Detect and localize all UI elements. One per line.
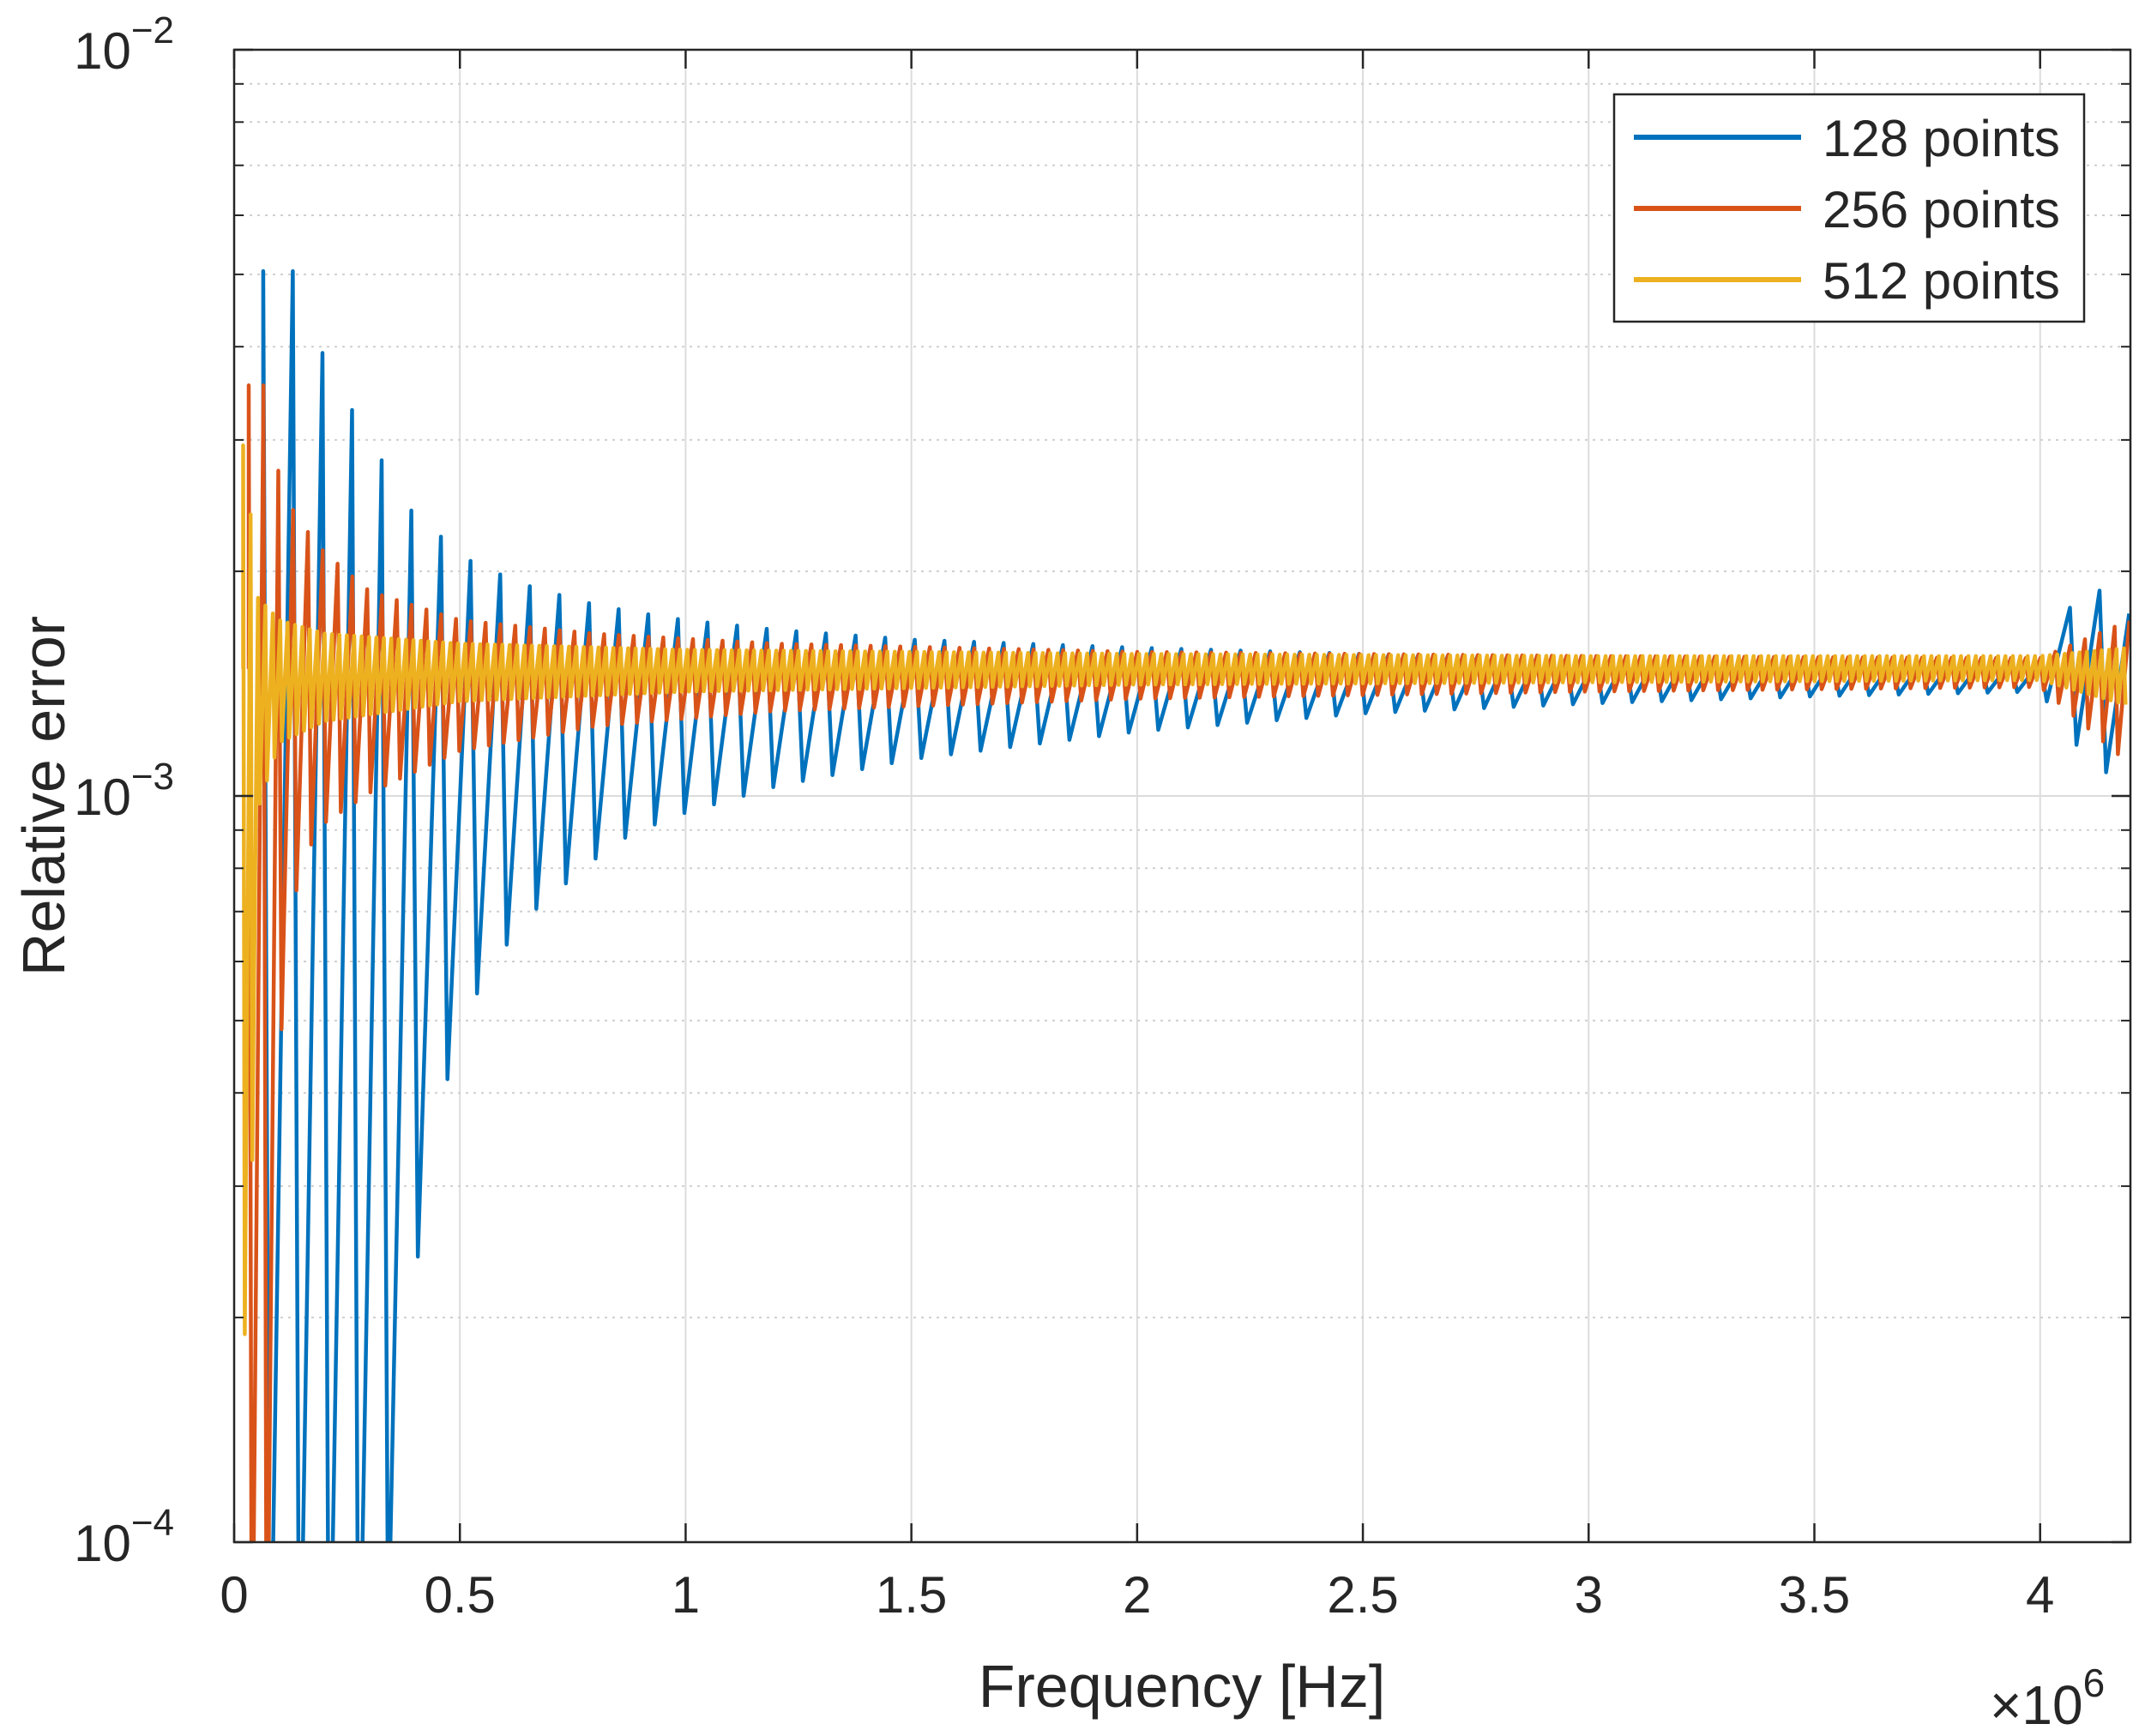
tick-layer: 0 0.5 1 1.5 2 2.5 3 3.5 4 10−2 10−3 10−4 — [74, 9, 2130, 1624]
x-tick-label: 0 — [220, 1566, 248, 1624]
x-tick-label: 2.5 — [1327, 1566, 1398, 1624]
x-tick-label: 3.5 — [1779, 1566, 1850, 1624]
legend-label-256-points: 256 points — [1823, 181, 2060, 238]
x-axis-multiplier-prefix: ×10 — [1990, 1674, 2083, 1736]
y-tick-label: 10−3 — [74, 756, 174, 826]
series-layer — [241, 268, 2130, 1542]
y-tick-label: 10−4 — [74, 1502, 174, 1572]
x-tick-label: 1 — [672, 1566, 700, 1624]
legend-label-128-points: 128 points — [1823, 110, 2060, 167]
y-tick-label: 10−2 — [74, 9, 174, 80]
x-axis-multiplier: ×106 — [1990, 1661, 2105, 1736]
y-axis-label: Relative error — [10, 616, 77, 976]
x-tick-label: 4 — [2026, 1566, 2054, 1624]
legend-label-512-points: 512 points — [1823, 252, 2060, 310]
x-tick-label: 2 — [1123, 1566, 1151, 1624]
x-tick-label: 3 — [1575, 1566, 1603, 1624]
x-axis-label: Frequency [Hz] — [979, 1653, 1386, 1720]
x-tick-label: 1.5 — [876, 1566, 947, 1624]
series-line-512-points — [241, 443, 2128, 1336]
legend: 128 points 256 points 512 points — [1612, 93, 2086, 323]
x-axis-multiplier-exponent: 6 — [2083, 1661, 2106, 1705]
x-tick-label: 0.5 — [425, 1566, 496, 1624]
